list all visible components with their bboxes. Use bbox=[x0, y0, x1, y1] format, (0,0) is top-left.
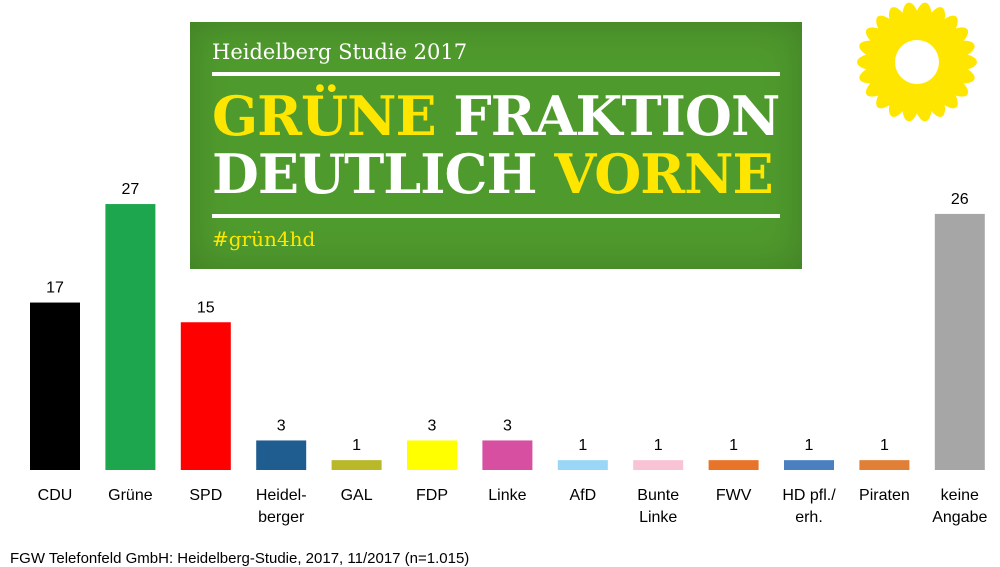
bar-9 bbox=[708, 460, 759, 470]
headline-banner: Heidelberg Studie 2017 GRÜNE FRAKTION DE… bbox=[190, 22, 802, 269]
bar-8 bbox=[633, 460, 684, 470]
bar-11 bbox=[859, 460, 910, 470]
sunflower-icon bbox=[857, 2, 977, 122]
bar-5 bbox=[407, 440, 457, 470]
category-label: Linke bbox=[488, 487, 526, 504]
category-label: keine bbox=[941, 487, 979, 504]
bar-value-label: 1 bbox=[654, 437, 663, 454]
category-label: FWV bbox=[716, 487, 752, 504]
category-label: AfD bbox=[569, 487, 596, 504]
bar-value-label: 1 bbox=[805, 437, 814, 454]
bar-10 bbox=[784, 460, 834, 470]
banner-rule-bottom bbox=[212, 214, 780, 218]
category-label: Piraten bbox=[859, 487, 910, 504]
bar-value-label: 1 bbox=[880, 437, 889, 454]
bar-value-label: 1 bbox=[729, 437, 738, 454]
bar-3 bbox=[256, 440, 307, 470]
bar-value-label: 1 bbox=[352, 437, 361, 454]
sunflower-center bbox=[895, 40, 939, 84]
bar-value-label: 3 bbox=[503, 417, 512, 434]
category-label: CDU bbox=[38, 487, 73, 504]
bar-value-label: 26 bbox=[951, 191, 969, 208]
category-label: HD pfl./ bbox=[782, 487, 836, 504]
headline-line-1: GRÜNE FRAKTION bbox=[212, 88, 780, 144]
banner-hashtag: #grün4hd bbox=[212, 227, 316, 251]
category-label: Heidel- bbox=[256, 487, 307, 504]
bar-12 bbox=[934, 213, 985, 470]
category-label: erh. bbox=[795, 509, 823, 526]
category-label: Linke bbox=[639, 509, 677, 526]
banner-rule-top bbox=[212, 72, 780, 76]
category-label: Grüne bbox=[108, 487, 153, 504]
bar-value-label: 15 bbox=[197, 299, 215, 316]
bar-1 bbox=[105, 204, 156, 471]
banner-subtitle: Heidelberg Studie 2017 bbox=[212, 40, 468, 64]
bar-7 bbox=[557, 460, 608, 470]
bar-4 bbox=[331, 460, 382, 470]
category-label: Angabe bbox=[932, 509, 987, 526]
bar-value-label: 3 bbox=[277, 417, 286, 434]
category-label: berger bbox=[258, 509, 305, 526]
headline-line-2: DEUTLICH VORNE bbox=[212, 146, 774, 202]
source-note: FGW Telefonfeld GmbH: Heidelberg-Studie,… bbox=[10, 550, 470, 567]
headline-word-gruene: GRÜNE bbox=[212, 84, 437, 148]
headline-word-fraktion: FRAKTION bbox=[453, 84, 780, 148]
headline-word-deutlich: DEUTLICH bbox=[212, 142, 537, 206]
category-label: GAL bbox=[341, 487, 373, 504]
category-label: SPD bbox=[189, 487, 222, 504]
category-label: FDP bbox=[416, 487, 448, 504]
bar-value-label: 3 bbox=[428, 417, 437, 434]
category-label: Bunte bbox=[637, 487, 679, 504]
bar-value-label: 1 bbox=[578, 437, 587, 454]
headline-word-vorne: VORNE bbox=[554, 142, 773, 206]
bar-6 bbox=[482, 440, 533, 470]
bar-0 bbox=[30, 302, 80, 470]
bar-value-label: 27 bbox=[122, 181, 140, 198]
bar-2 bbox=[180, 322, 231, 470]
bar-value-label: 17 bbox=[46, 280, 64, 297]
